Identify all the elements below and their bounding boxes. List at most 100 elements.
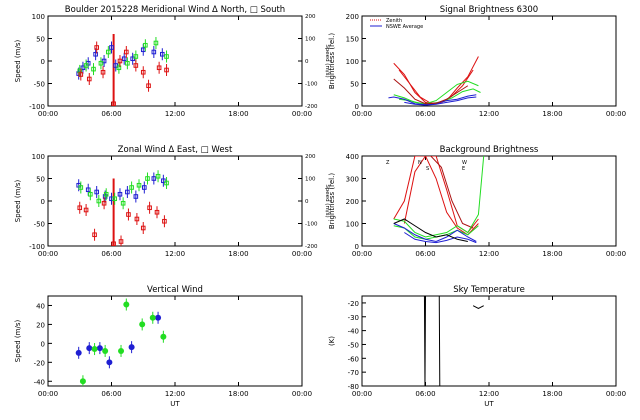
data-point <box>149 314 156 321</box>
data-point <box>143 42 148 48</box>
data-point <box>155 173 161 179</box>
data-point <box>75 349 82 356</box>
data-point <box>164 180 169 186</box>
y-tick-label: 0 <box>41 340 45 348</box>
legend-label: NSWE Average <box>386 24 423 30</box>
data-point <box>91 346 98 353</box>
y2-axis-label: Speed (m/s) <box>324 44 330 77</box>
data-point <box>133 54 139 59</box>
data-point <box>94 189 99 195</box>
y-tick-label: -100 <box>29 103 45 111</box>
data-point <box>117 191 123 197</box>
data-point <box>118 239 124 244</box>
chart-title: Boulder 2015228 Meridional Wind Δ North,… <box>65 5 285 15</box>
data-point <box>93 51 98 57</box>
data-point <box>83 207 89 213</box>
x-tick-label: 00:00 <box>38 390 58 398</box>
y-tick-label: -40 <box>34 378 45 386</box>
data-point <box>123 301 130 308</box>
data-point <box>117 58 123 64</box>
x-tick-label: 12:00 <box>165 110 185 118</box>
y2-tick-label: -100 <box>305 82 318 88</box>
y2-tick-label: 200 <box>305 14 316 20</box>
y-tick-label: 100 <box>346 221 359 229</box>
data-point <box>164 67 169 73</box>
data-point <box>91 66 96 72</box>
x-tick-label: 00:00 <box>606 390 626 398</box>
data-line <box>393 223 477 243</box>
x-tick-label: 18:00 <box>228 250 248 258</box>
data-point <box>112 196 117 202</box>
data-point <box>145 176 150 181</box>
data-point <box>133 194 139 199</box>
x-tick-label: 06:00 <box>415 110 435 118</box>
y-tick-label: -60 <box>348 355 359 363</box>
data-point <box>92 232 97 238</box>
y-tick-label: 50 <box>36 36 45 44</box>
x-tick-label: 18:00 <box>228 110 248 118</box>
x-tick-label: 12:00 <box>479 110 499 118</box>
y-axis-label: Speed (m/s) <box>14 320 22 363</box>
plot-area <box>388 56 481 106</box>
data-point <box>120 200 126 206</box>
y2-tick-label: -200 <box>305 244 318 250</box>
y-tick-label: 50 <box>36 176 45 184</box>
y-tick-label: 0 <box>355 243 359 251</box>
data-point <box>86 76 92 82</box>
x-tick-label: 00:00 <box>352 110 372 118</box>
data-point <box>98 60 104 66</box>
chart-meridional <box>47 15 303 107</box>
plot-area <box>75 298 167 386</box>
plot-frame <box>361 295 617 387</box>
data-point <box>151 49 157 55</box>
legend-label: E <box>462 166 465 172</box>
data-point <box>134 216 140 222</box>
data-line <box>393 156 485 238</box>
x-tick-label: 18:00 <box>542 110 562 118</box>
y-tick-label: 400 <box>346 153 359 161</box>
y-tick-label: -30 <box>348 314 359 322</box>
y2-tick-label: 0 <box>305 59 309 65</box>
plot-area <box>76 34 169 106</box>
plot-area <box>423 296 484 386</box>
data-line <box>420 156 474 229</box>
x-axis-label: UT <box>484 400 494 408</box>
y-tick-label: -70 <box>348 369 359 377</box>
x-tick-label: 06:00 <box>415 250 435 258</box>
x-tick-label: 18:00 <box>542 390 562 398</box>
chart-title: Background Brightness <box>440 145 539 155</box>
y-tick-label: 0 <box>355 103 359 111</box>
y-tick-label: 100 <box>32 13 45 21</box>
y-tick-label: 40 <box>36 302 45 310</box>
data-line <box>393 78 469 105</box>
chart-title: Signal Brightness 6300 <box>440 5 538 15</box>
plot-area <box>76 170 169 246</box>
data-point <box>151 176 157 181</box>
y-tick-label: -40 <box>348 328 359 336</box>
data-point <box>146 83 151 89</box>
y2-tick-label: -200 <box>305 104 318 110</box>
y-tick-label: 200 <box>346 198 359 206</box>
data-point <box>160 333 167 340</box>
chart-title: Vertical Wind <box>147 285 203 295</box>
data-point <box>147 205 152 211</box>
data-point <box>94 45 99 50</box>
legend-label: W <box>462 160 467 166</box>
x-tick-label: 00:00 <box>606 110 626 118</box>
plot-frame <box>361 155 617 247</box>
data-line <box>438 296 441 386</box>
chart-vertical <box>47 295 303 387</box>
y-tick-label: 0 <box>41 58 45 66</box>
data-point <box>153 40 159 46</box>
data-point <box>162 218 167 224</box>
y2-axis-label: Speed (m/s) <box>324 184 330 217</box>
data-point <box>164 54 169 59</box>
data-point <box>101 200 107 206</box>
y2-tick-label: 100 <box>305 177 316 183</box>
y-tick-label: 100 <box>346 58 359 66</box>
x-tick-label: 12:00 <box>479 250 499 258</box>
data-point <box>100 69 106 75</box>
data-point <box>116 65 122 71</box>
